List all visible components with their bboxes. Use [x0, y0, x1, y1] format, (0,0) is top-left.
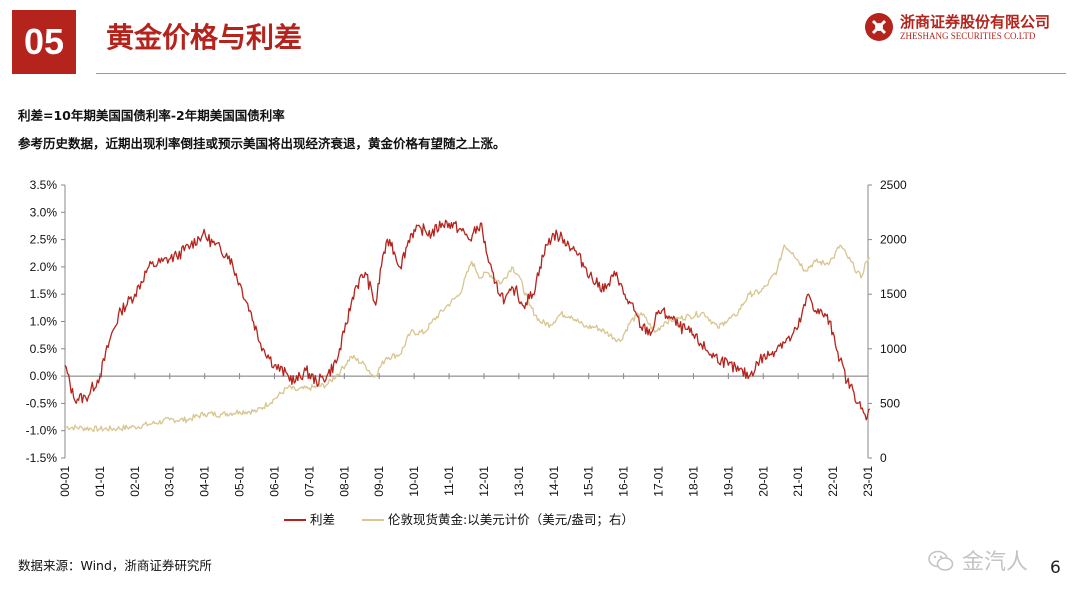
- right-tick-label: 0: [880, 451, 887, 465]
- x-tick-label: 17-01: [652, 466, 666, 497]
- x-tick-label: 20-01: [756, 466, 770, 497]
- right-tick-label: 1500: [880, 287, 907, 301]
- subtitle-definition: 利差=10年期美国国债利率-2年期美国国债利率: [18, 108, 285, 123]
- left-tick-label: 3.0%: [30, 205, 58, 219]
- zheshang-logo-icon: [865, 13, 893, 41]
- logo-company-name-en: ZHESHANG SECURITIES CO.LTD: [900, 31, 1036, 41]
- x-tick-label: 01-01: [93, 466, 107, 497]
- watermark-text: 金汽人: [962, 550, 1029, 575]
- left-tick-label: -1.0%: [26, 424, 58, 438]
- right-tick-label: 2500: [880, 178, 907, 192]
- chart-legend: 利差 伦敦现货黄金:以美元计价（美元/盎司；右）: [284, 512, 634, 527]
- right-tick-label: 500: [880, 396, 900, 410]
- left-tick-label: 2.0%: [30, 260, 58, 274]
- x-tick-label: 10-01: [407, 466, 421, 497]
- x-tick-label: 12-01: [477, 466, 491, 497]
- header-divider: [96, 73, 1066, 74]
- x-tick-label: 22-01: [826, 466, 840, 497]
- left-tick-label: 1.0%: [30, 315, 58, 329]
- x-tick-label: 18-01: [686, 466, 700, 497]
- x-tick-label: 09-01: [372, 466, 386, 497]
- left-tick-label: 2.5%: [30, 233, 58, 247]
- page-title: 黄金价格与利差: [106, 21, 303, 54]
- x-tick-label: 07-01: [302, 466, 316, 497]
- subtitle-description: 参考历史数据，近期出现利率倒挂或预示美国将出现经济衰退，黄金价格有望随之上涨。: [18, 136, 506, 151]
- x-tick-label: 19-01: [721, 466, 735, 497]
- left-tick-label: 0.0%: [30, 369, 58, 383]
- x-tick-label: 13-01: [512, 466, 526, 497]
- left-tick-label: 0.5%: [30, 342, 58, 356]
- x-tick-label: 23-01: [861, 466, 875, 497]
- wechat-icon: [928, 550, 954, 571]
- x-tick-label: 06-01: [267, 466, 281, 497]
- x-tick-label: 16-01: [617, 466, 631, 497]
- data-source: 数据来源：Wind，浙商证券研究所: [18, 558, 212, 573]
- x-tick-label: 02-01: [128, 466, 142, 497]
- left-tick-label: 3.5%: [30, 178, 58, 192]
- series-line-spread: [64, 219, 871, 421]
- x-tick-label: 05-01: [233, 466, 247, 497]
- company-logo: 浙商证券股份有限公司 ZHESHANG SECURITIES CO.LTD: [864, 6, 1064, 46]
- x-tick-label: 04-01: [198, 466, 212, 497]
- left-tick-label: 1.5%: [30, 287, 58, 301]
- legend-item-gold-label: 伦敦现货黄金:以美元计价（美元/盎司；右）: [388, 512, 634, 527]
- x-tick-label: 00-01: [58, 466, 72, 497]
- right-tick-label: 1000: [880, 342, 907, 356]
- legend-item-spread-label: 利差: [310, 512, 335, 527]
- right-tick-label: 2000: [880, 233, 907, 247]
- x-tick-label: 03-01: [163, 466, 177, 497]
- x-tick-label: 14-01: [547, 466, 561, 497]
- page-number: 6: [1050, 558, 1061, 578]
- left-tick-label: -1.5%: [26, 451, 58, 465]
- series-line-gold: [64, 244, 870, 433]
- section-number: 05: [12, 10, 76, 74]
- x-tick-label: 11-01: [442, 466, 456, 496]
- left-tick-label: -0.5%: [26, 396, 58, 410]
- logo-company-name-cn: 浙商证券股份有限公司: [900, 13, 1051, 31]
- x-tick-label: 21-01: [791, 466, 805, 497]
- x-tick-label: 08-01: [337, 466, 351, 497]
- x-tick-label: 15-01: [582, 466, 596, 497]
